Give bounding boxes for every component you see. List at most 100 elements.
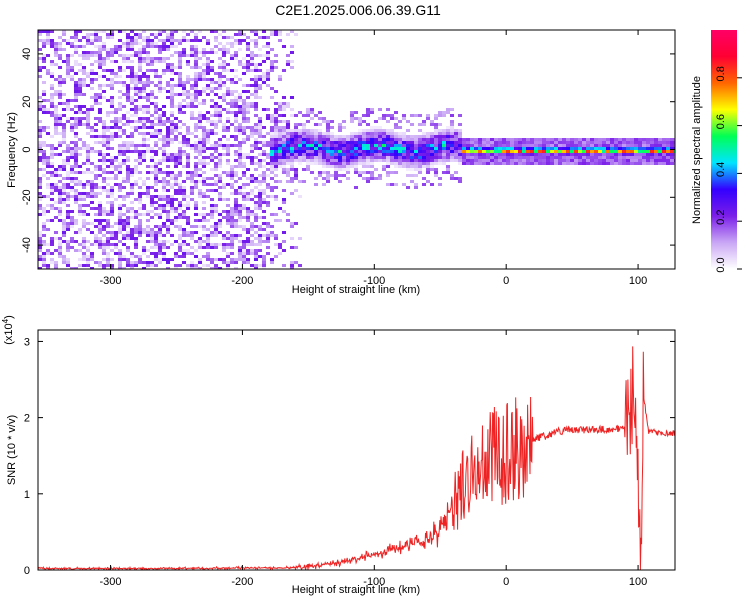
heatmap-cell [114, 126, 118, 129]
heatmap-cell [142, 180, 146, 183]
heatmap-cell [262, 150, 266, 153]
heatmap-cell [86, 159, 90, 162]
heatmap-cell [270, 117, 274, 120]
heatmap-cell [110, 192, 114, 195]
heatmap-cell [134, 231, 138, 234]
heatmap-cell [390, 138, 394, 141]
heatmap-cell [166, 33, 170, 36]
heatmap-cell [46, 195, 50, 198]
heatmap-cell [198, 78, 202, 81]
heatmap-cell [194, 129, 198, 132]
heatmap-cell [86, 57, 90, 60]
heatmap-cell [642, 141, 646, 144]
heatmap-cell [198, 93, 202, 96]
heatmap-cell [106, 201, 110, 204]
heatmap-cell [378, 159, 382, 162]
heatmap-cell [54, 261, 58, 264]
heatmap-cell [174, 93, 178, 96]
heatmap-cell [170, 129, 174, 132]
heatmap-cell [274, 132, 278, 135]
heatmap-cell [218, 117, 222, 120]
heatmap-cell [278, 120, 282, 123]
heatmap-cell [50, 189, 54, 192]
heatmap-cell [410, 153, 414, 156]
heatmap-cell [474, 150, 478, 153]
heatmap-cell [486, 150, 490, 153]
heatmap-cell [146, 75, 150, 78]
heatmap-cell [650, 141, 654, 144]
heatmap-cell [650, 156, 654, 159]
heatmap-cell [162, 189, 166, 192]
heatmap-cell [270, 171, 274, 174]
heatmap-cell [130, 135, 134, 138]
heatmap-cell [198, 153, 202, 156]
heatmap-cell [42, 54, 46, 57]
heatmap-cell [178, 60, 182, 63]
heatmap-cell [662, 162, 666, 165]
heatmap-cell [434, 129, 438, 132]
heatmap-cell [346, 138, 350, 141]
heatmap-cell [106, 144, 110, 147]
heatmap-cell [82, 36, 86, 39]
heatmap-cell [242, 165, 246, 168]
heatmap-cell [54, 123, 58, 126]
heatmap-cell [594, 144, 598, 147]
heatmap-cell [398, 120, 402, 123]
heatmap-cell [90, 186, 94, 189]
spectrogram-x-axis-label: Height of straight line (km) [292, 284, 420, 296]
heatmap-cell [550, 159, 554, 162]
heatmap-cell [90, 222, 94, 225]
heatmap-cell [562, 144, 566, 147]
heatmap-cell [90, 78, 94, 81]
heatmap-cell [434, 141, 438, 144]
heatmap-cell [206, 252, 210, 255]
heatmap-cell [258, 165, 262, 168]
heatmap-cell [582, 144, 586, 147]
heatmap-cell [238, 150, 242, 153]
heatmap-cell [374, 138, 378, 141]
heatmap-cell [158, 228, 162, 231]
heatmap-cell [434, 126, 438, 129]
heatmap-cell [182, 216, 186, 219]
heatmap-cell [382, 153, 386, 156]
heatmap-cell [474, 144, 478, 147]
heatmap-cell [126, 216, 130, 219]
heatmap-cell [502, 150, 506, 153]
heatmap-cell [286, 156, 290, 159]
heatmap-cell [142, 81, 146, 84]
heatmap-cell [166, 39, 170, 42]
heatmap-cell [174, 189, 178, 192]
heatmap-cell [294, 132, 298, 135]
heatmap-cell [274, 198, 278, 201]
heatmap-cell [126, 141, 130, 144]
heatmap-cell [182, 93, 186, 96]
heatmap-cell [538, 153, 542, 156]
heatmap-cell [226, 42, 230, 45]
heatmap-cell [442, 144, 446, 147]
heatmap-cell [182, 234, 186, 237]
heatmap-cell [58, 93, 62, 96]
heatmap-cell [150, 171, 154, 174]
heatmap-cell [158, 231, 162, 234]
heatmap-cell [74, 219, 78, 222]
heatmap-cell [106, 243, 110, 246]
heatmap-cell [406, 162, 410, 165]
heatmap-cell [138, 186, 142, 189]
heatmap-cell [110, 162, 114, 165]
heatmap-cell [258, 198, 262, 201]
heatmap-cell [530, 144, 534, 147]
heatmap-cell [422, 132, 426, 135]
heatmap-cell [214, 132, 218, 135]
heatmap-cell [358, 147, 362, 150]
heatmap-cell [386, 150, 390, 153]
heatmap-cell [546, 150, 550, 153]
heatmap-cell [366, 150, 370, 153]
heatmap-cell [134, 180, 138, 183]
heatmap-cell [310, 162, 314, 165]
heatmap-cell [262, 216, 266, 219]
heatmap-cell [614, 153, 618, 156]
heatmap-cell [566, 159, 570, 162]
heatmap-cell [478, 156, 482, 159]
heatmap-cell [298, 144, 302, 147]
